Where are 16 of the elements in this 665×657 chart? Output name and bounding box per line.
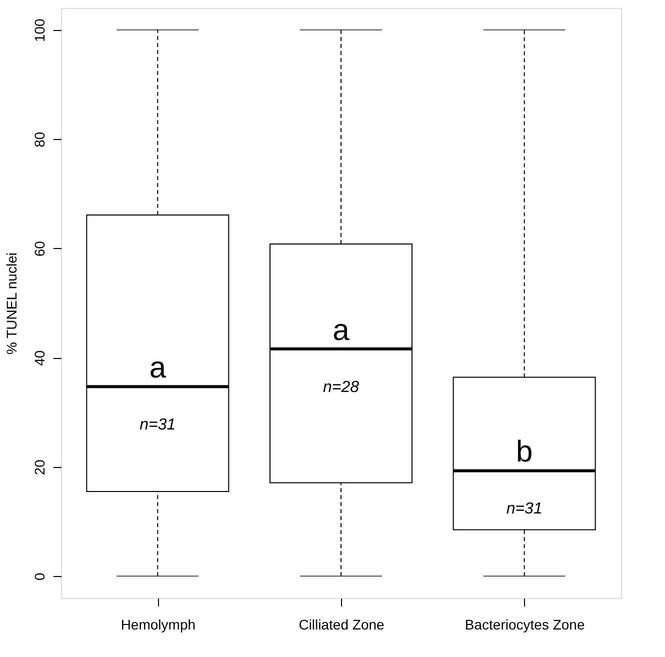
annotation: n=31	[506, 500, 542, 518]
y-tick-label: 80	[32, 132, 48, 148]
y-tick-label: 100	[32, 18, 48, 42]
y-tick-label: 60	[32, 240, 48, 257]
y-tick-label: 0	[32, 572, 48, 581]
y-axis-title: % TUNEL nuclei	[4, 252, 20, 354]
y-tick-label: 40	[32, 350, 48, 366]
annotation: a	[149, 352, 166, 385]
annotation: b	[516, 436, 533, 469]
annotation: a	[332, 314, 350, 347]
x-tick-label: Hemolymph	[120, 616, 196, 632]
x-tick-label: Cilliated Zone	[298, 616, 385, 632]
annotation: n=31	[140, 416, 176, 434]
y-tick-label: 20	[32, 459, 48, 476]
annotation: n=28	[322, 378, 360, 396]
x-tick-label: Bacteriocytes Zone	[464, 616, 585, 632]
